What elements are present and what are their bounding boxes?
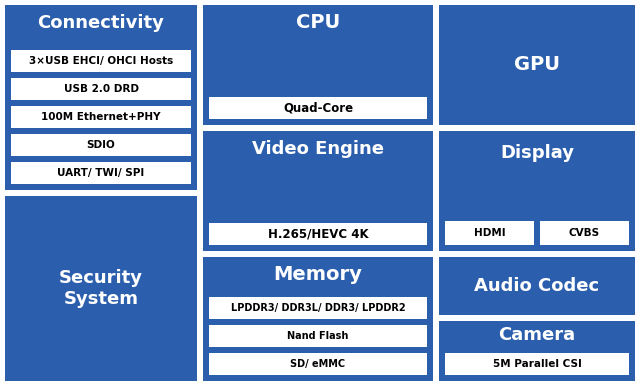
Text: Connectivity: Connectivity — [38, 14, 164, 32]
Text: GPU: GPU — [514, 56, 560, 74]
FancyBboxPatch shape — [445, 353, 629, 375]
FancyBboxPatch shape — [11, 78, 191, 100]
Text: CVBS: CVBS — [569, 228, 600, 238]
FancyBboxPatch shape — [11, 162, 191, 184]
FancyBboxPatch shape — [439, 5, 635, 125]
FancyBboxPatch shape — [203, 5, 433, 125]
Text: Memory: Memory — [273, 266, 362, 284]
Text: SDIO: SDIO — [86, 140, 115, 150]
FancyBboxPatch shape — [11, 134, 191, 156]
FancyBboxPatch shape — [203, 131, 433, 251]
Text: Video Engine: Video Engine — [252, 140, 384, 158]
FancyBboxPatch shape — [5, 5, 197, 190]
Text: SD/ eMMC: SD/ eMMC — [291, 359, 346, 369]
Text: Quad-Core: Quad-Core — [283, 102, 353, 115]
FancyBboxPatch shape — [439, 257, 635, 315]
Text: 100M Ethernet+PHY: 100M Ethernet+PHY — [41, 112, 161, 122]
FancyBboxPatch shape — [209, 97, 427, 119]
Text: Nand Flash: Nand Flash — [287, 331, 349, 341]
FancyBboxPatch shape — [540, 221, 629, 245]
FancyBboxPatch shape — [445, 221, 534, 245]
FancyBboxPatch shape — [209, 223, 427, 245]
Text: 3×USB EHCI/ OHCI Hosts: 3×USB EHCI/ OHCI Hosts — [29, 56, 173, 66]
Text: Display: Display — [500, 144, 574, 162]
Text: USB 2.0 DRD: USB 2.0 DRD — [63, 84, 138, 94]
FancyBboxPatch shape — [11, 106, 191, 128]
FancyBboxPatch shape — [11, 50, 191, 72]
Text: LPDDR3/ DDR3L/ DDR3/ LPDDR2: LPDDR3/ DDR3L/ DDR3/ LPDDR2 — [230, 303, 405, 313]
FancyBboxPatch shape — [209, 297, 427, 319]
Text: CPU: CPU — [296, 14, 340, 32]
FancyBboxPatch shape — [209, 325, 427, 347]
FancyBboxPatch shape — [5, 196, 197, 381]
Text: Camera: Camera — [499, 326, 575, 344]
FancyBboxPatch shape — [203, 257, 433, 381]
Text: UART/ TWI/ SPI: UART/ TWI/ SPI — [58, 168, 145, 178]
Text: HDMI: HDMI — [474, 228, 506, 238]
FancyBboxPatch shape — [439, 131, 635, 251]
Text: Audio Codec: Audio Codec — [474, 277, 600, 295]
FancyBboxPatch shape — [209, 353, 427, 375]
Text: 5M Parallel CSI: 5M Parallel CSI — [493, 359, 581, 369]
Text: Security
System: Security System — [59, 269, 143, 308]
FancyBboxPatch shape — [439, 321, 635, 381]
Text: H.265/HEVC 4K: H.265/HEVC 4K — [268, 227, 368, 240]
